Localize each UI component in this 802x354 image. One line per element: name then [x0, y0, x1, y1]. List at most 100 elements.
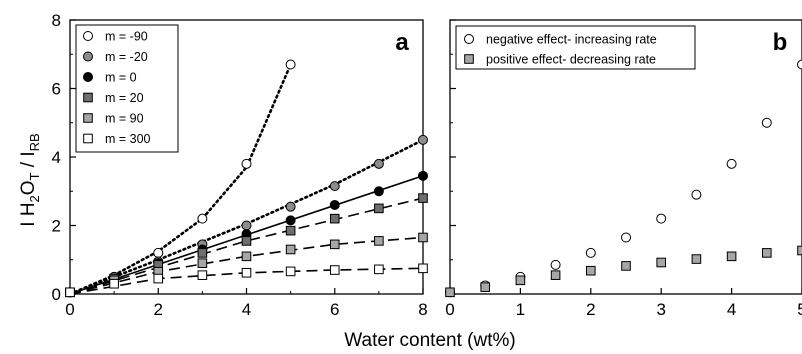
data-point	[329, 213, 340, 224]
y-tick-label-a: 6	[52, 80, 61, 99]
data-point	[586, 265, 596, 276]
legend-label: positive effect- decreasing rate	[486, 53, 656, 67]
data-point	[761, 117, 772, 128]
legend-label: m = 0	[105, 71, 137, 85]
x-tick-label-b: 4	[727, 300, 736, 319]
data-point	[691, 254, 702, 264]
data-point	[241, 236, 252, 246]
legend-label: negative effect- increasing rate	[486, 33, 657, 47]
data-point	[797, 245, 802, 256]
data-point	[285, 225, 296, 236]
legend-marker	[83, 72, 93, 82]
panel-b: 0 1 2 3 4 5 b negative effect- increasing rat…	[445, 19, 802, 319]
data-point	[374, 264, 384, 275]
legend-marker	[464, 54, 474, 64]
panel-b-legend: negative effect- increasing rate positive…	[455, 25, 696, 70]
legend-marker	[464, 34, 474, 44]
data-point	[726, 158, 737, 169]
data-point	[109, 278, 119, 289]
x-tick-label-a: 8	[418, 300, 427, 319]
legend-label: m = 300	[105, 132, 151, 146]
x-axis-label: Water content (wt%)	[344, 330, 515, 351]
data-point	[374, 236, 384, 246]
panel-a-legend: m = -90 m = -20 m = 0 m = 20 m = 90 m = 300	[75, 24, 179, 153]
fit-line	[68, 63, 292, 296]
panel-a-label: a	[395, 29, 409, 56]
legend-label: m = 20	[105, 91, 144, 105]
legend-marker	[83, 133, 93, 144]
legend-marker	[83, 51, 93, 62]
data-point	[550, 270, 561, 280]
data-point	[285, 244, 296, 255]
data-point	[197, 213, 208, 224]
fit-line	[69, 197, 424, 295]
data-point	[153, 247, 164, 258]
legend-label: m = -20	[105, 50, 148, 64]
data-point	[153, 273, 164, 284]
panel-b-label: b	[773, 29, 788, 56]
panel-b-axes: 0 1 2 3 4 5	[445, 19, 802, 319]
y-axis-label: I H2OT / IRB	[18, 133, 42, 226]
data-point	[656, 213, 667, 224]
data-point	[797, 59, 802, 70]
data-point	[418, 232, 428, 243]
data-point	[285, 59, 296, 70]
data-point	[445, 287, 455, 298]
panel-b-legend-box	[455, 25, 696, 70]
data-point	[762, 248, 772, 258]
y-tick-label-a: 4	[52, 148, 61, 167]
x-tick-label-b: 1	[516, 300, 525, 319]
legend-label: m = -90	[105, 30, 148, 44]
legend-marker	[83, 31, 93, 41]
data-point	[197, 270, 208, 280]
data-point	[329, 181, 340, 192]
data-point	[621, 261, 631, 271]
x-tick-label-a: 6	[330, 300, 339, 319]
x-tick-label-b: 2	[586, 300, 595, 319]
data-point	[285, 201, 296, 212]
data-point	[285, 266, 296, 277]
legend-marker	[83, 92, 93, 103]
x-tick-label-b: 0	[445, 300, 454, 319]
data-point	[418, 134, 428, 145]
x-tick-label-a: 2	[154, 300, 163, 319]
data-point	[197, 258, 208, 268]
data-point	[197, 248, 208, 258]
data-point	[480, 282, 490, 292]
data-point	[621, 232, 631, 243]
data-point	[691, 189, 702, 200]
data-point	[285, 215, 296, 226]
data-point	[585, 247, 596, 258]
data-point	[65, 287, 75, 298]
y-tick-label-a: 8	[52, 11, 61, 30]
x-tick-label-b: 5	[797, 300, 802, 319]
data-point	[418, 193, 428, 203]
y-tick-label-a: 2	[52, 217, 61, 236]
x-tick-label-a: 0	[65, 300, 74, 319]
data-point	[373, 186, 384, 197]
legend-label: m = 90	[105, 112, 144, 126]
data-point	[726, 251, 737, 262]
x-tick-label-b: 3	[656, 300, 665, 319]
x-tick-label-a: 4	[242, 300, 251, 319]
panel-a-points	[65, 59, 428, 298]
data-point	[329, 265, 340, 275]
y-tick-label-a: 0	[52, 285, 61, 304]
data-point	[329, 199, 340, 210]
data-point	[241, 251, 252, 262]
data-point	[241, 220, 252, 231]
panel-b-points	[445, 59, 802, 298]
data-point	[373, 158, 384, 169]
data-point	[418, 170, 428, 181]
data-point	[241, 267, 252, 278]
data-point	[418, 263, 428, 274]
data-point	[550, 259, 561, 270]
data-point	[515, 275, 526, 286]
panel-a-legend-box	[75, 24, 179, 153]
data-point	[656, 257, 667, 268]
data-point	[241, 158, 252, 169]
data-point	[374, 203, 384, 214]
data-point	[329, 239, 340, 250]
